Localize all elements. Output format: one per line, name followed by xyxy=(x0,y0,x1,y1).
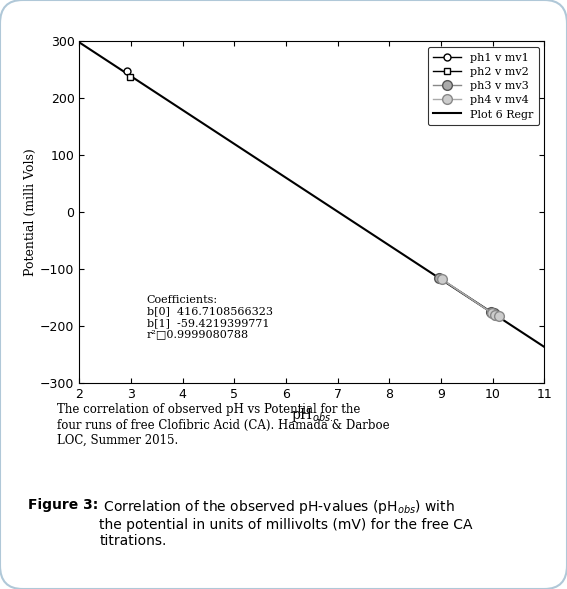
Legend: ph1 v mv1, ph2 v mv2, ph3 v mv3, ph4 v mv4, Plot 6 Regr: ph1 v mv1, ph2 v mv2, ph3 v mv3, ph4 v m… xyxy=(428,47,539,125)
Text: Figure 3:: Figure 3: xyxy=(28,498,99,512)
X-axis label: pH$_{obs.}$: pH$_{obs.}$ xyxy=(291,406,333,424)
Text: Correlation of the observed pH-values (pH$_{obs}$) with
the potential in units o: Correlation of the observed pH-values (p… xyxy=(99,498,473,548)
Text: The correlation of observed pH vs Potential for the
four runs of free Clofibric : The correlation of observed pH vs Potent… xyxy=(57,403,390,446)
Text: Coefficients:
b[0]  416.7108566323
b[1]  -59.4219399771
r²□0.9999080788: Coefficients: b[0] 416.7108566323 b[1] -… xyxy=(146,294,273,339)
Y-axis label: Potential (milli Vols): Potential (milli Vols) xyxy=(24,148,37,276)
